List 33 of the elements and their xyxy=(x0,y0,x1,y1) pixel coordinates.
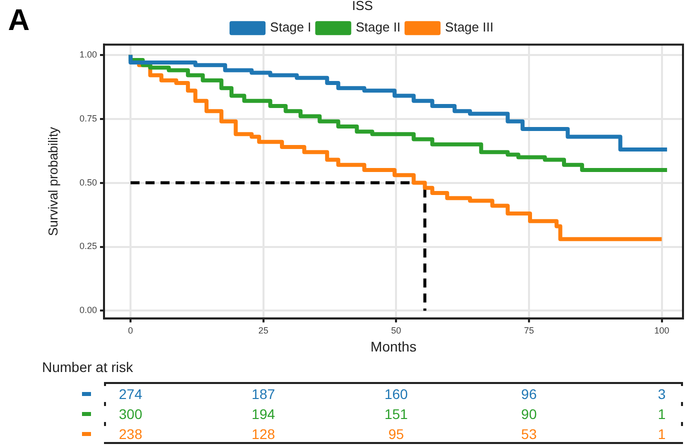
x-tick-label: 50 xyxy=(391,325,402,336)
legend-title: ISS xyxy=(352,0,374,14)
data-label: 53 xyxy=(489,426,569,442)
data-label: 194 xyxy=(224,406,304,422)
x-tick-label: 0 xyxy=(128,325,134,336)
data-label: 1 xyxy=(622,406,685,422)
chart-title: Number at risk xyxy=(42,359,134,375)
data-label: 300 xyxy=(90,406,170,422)
data-label: 187 xyxy=(224,386,304,402)
x-axis-title: Months xyxy=(370,338,416,354)
data-label: 90 xyxy=(489,406,569,422)
x-tick-label: 100 xyxy=(654,325,670,336)
y-tick-label: 1.00 xyxy=(79,49,97,60)
y-axis-title: Survival probability xyxy=(45,126,60,236)
data-label: 151 xyxy=(356,406,436,422)
data-label: 3 xyxy=(622,386,685,402)
y-tick-label: 0.50 xyxy=(79,177,97,188)
data-label: 128 xyxy=(224,426,304,442)
data-label: 96 xyxy=(489,386,569,402)
y-tick-label: 0.75 xyxy=(79,113,97,124)
y-tick-label: 0.25 xyxy=(79,241,97,252)
y-tick-label: 0.00 xyxy=(79,305,97,316)
data-label: 238 xyxy=(90,426,170,442)
data-label: 274 xyxy=(90,386,170,402)
legend-label: Stage II xyxy=(356,20,401,35)
data-label: 1 xyxy=(622,426,685,442)
data-label: 160 xyxy=(356,386,436,402)
x-tick-label: 25 xyxy=(258,325,268,336)
legend-label: Stage III xyxy=(445,20,494,35)
data-label: 95 xyxy=(356,426,436,442)
text: A xyxy=(8,4,30,38)
x-tick-label: 75 xyxy=(524,325,534,336)
legend-label: Stage I xyxy=(270,20,312,35)
